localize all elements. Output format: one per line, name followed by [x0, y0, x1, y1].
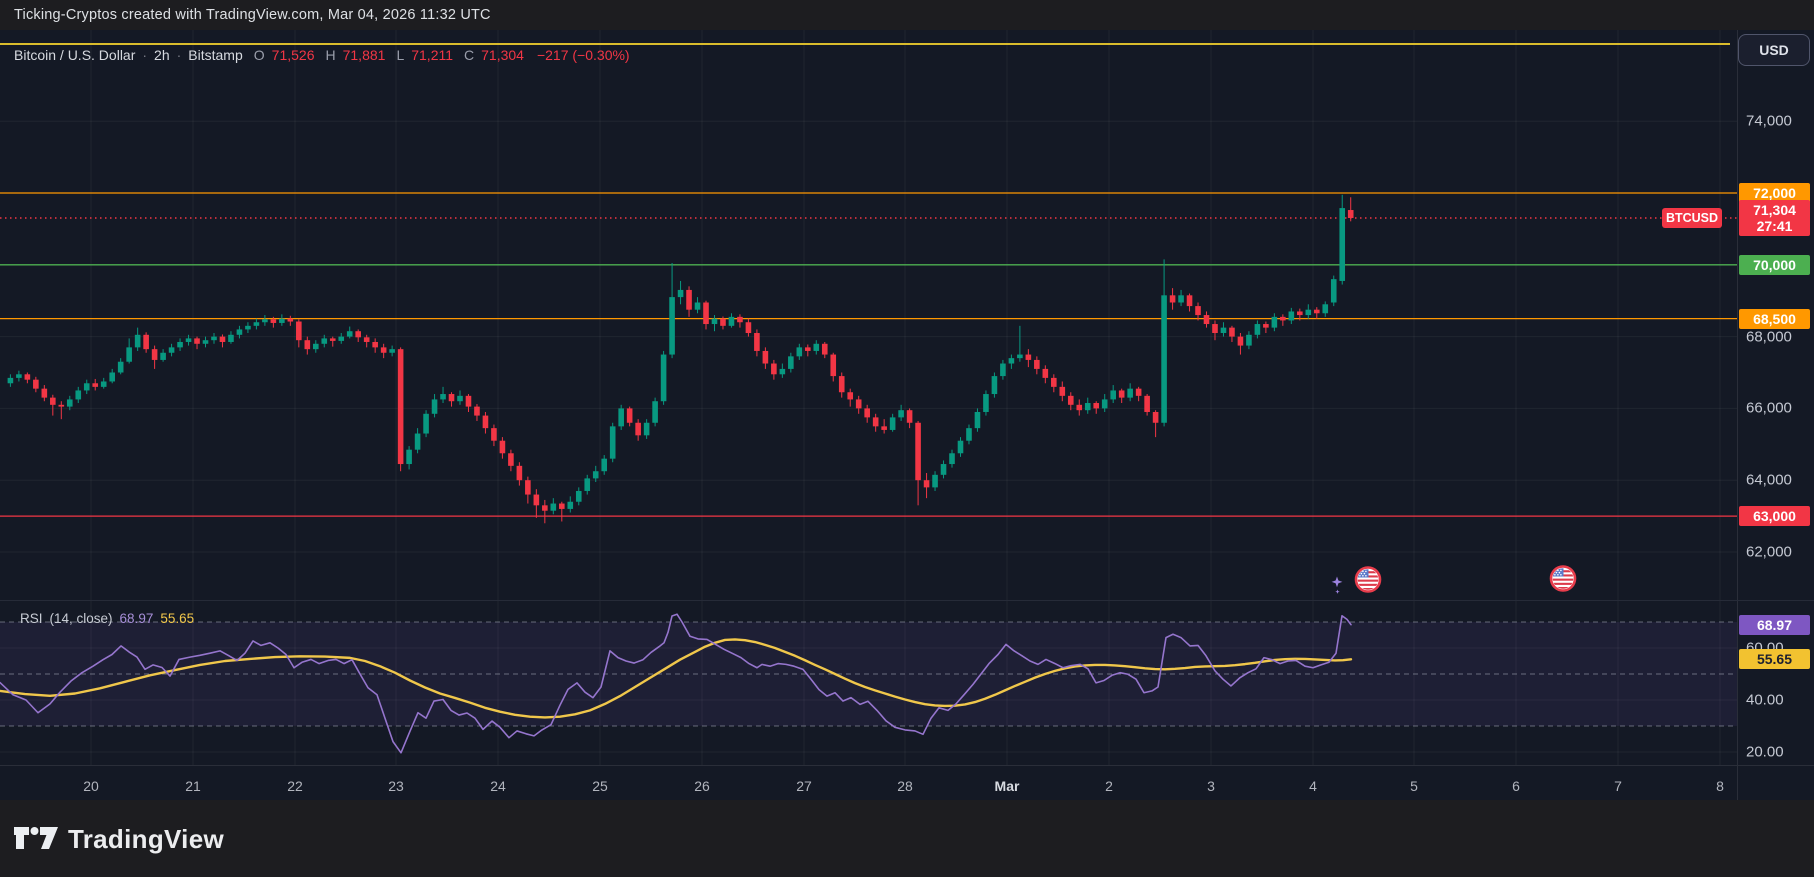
currency-usd-button[interactable]: USD [1738, 34, 1810, 66]
close-label: C [464, 47, 475, 63]
symbol-price-tag: BTCUSD [1662, 208, 1722, 228]
time-axis-label: 2 [1105, 778, 1113, 794]
exchange-label: Bitstamp [188, 47, 243, 63]
time-axis-label: 22 [287, 778, 303, 794]
change-value: −217 (−0.30%) [536, 47, 630, 63]
rsi-current-value: 68.97 [119, 610, 154, 626]
moon-sparkle-icon [1331, 571, 1351, 594]
symbol-title: Bitcoin / U.S. Dollar [14, 47, 136, 63]
footer-bar: TradingView [0, 800, 1814, 877]
symbol-legend: Bitcoin / U.S. Dollar · 2h · Bitstamp O … [14, 46, 630, 64]
open-value: 71,526 [271, 47, 315, 63]
us-flag-icon [1549, 565, 1577, 592]
attribution-text: Ticking-Cryptos created with TradingView… [14, 7, 491, 23]
rsi-axis-label: 20.00 [1746, 743, 1784, 761]
time-axis-label: 21 [185, 778, 201, 794]
economic-event-flag-marker[interactable] [1549, 565, 1577, 597]
time-axis-label: 28 [897, 778, 913, 794]
current-price-badge: 71,304 27:41 [1739, 199, 1810, 236]
us-flag-icon [1354, 566, 1382, 593]
attribution-bar: Ticking-Cryptos created with TradingView… [0, 0, 1814, 30]
low-label: L [396, 47, 405, 63]
rsi-legend: RSI (14, close) 68.97 55.65 [20, 610, 194, 626]
time-axis-label: 24 [490, 778, 506, 794]
time-axis-label: 5 [1410, 778, 1418, 794]
rsi-line [0, 613, 1352, 754]
price-level-badge: 70,000 [1739, 254, 1810, 275]
pane-separator[interactable] [0, 600, 1814, 601]
tradingview-logo-icon [14, 826, 58, 849]
rsi-value-badge: 55.65 [1739, 649, 1810, 670]
price-and-rsi-plot[interactable] [0, 30, 1814, 800]
rsi-value-badge: 68.97 [1739, 614, 1810, 635]
price-axis-label: 64,000 [1746, 471, 1792, 489]
time-axis-label: 6 [1512, 778, 1520, 794]
price-axis-label: 74,000 [1746, 112, 1792, 130]
time-axis-label: 26 [694, 778, 710, 794]
level-lines-layer [0, 192, 1737, 517]
economic-event-flag-marker[interactable] [1354, 566, 1382, 598]
legend-separator: · [176, 47, 182, 63]
rsi-band-layer [0, 621, 1737, 727]
price-level-badge: 72,000 [1739, 183, 1810, 203]
event-moon-marker[interactable] [1329, 566, 1361, 603]
price-axis-label: 68,000 [1746, 328, 1792, 346]
time-axis-label: 20 [83, 778, 99, 794]
time-axis-label: 8 [1716, 778, 1724, 794]
time-axis-label: 27 [796, 778, 812, 794]
price-level-badge: 68,500 [1739, 308, 1810, 329]
high-value: 71,881 [342, 47, 386, 63]
high-label: H [325, 47, 336, 63]
price-axis-label: 66,000 [1746, 399, 1792, 417]
candles-layer[interactable] [7, 194, 1354, 524]
time-axis-label: Mar [994, 778, 1020, 794]
price-axis-separator [1737, 30, 1738, 800]
time-axis-label: 25 [592, 778, 608, 794]
time-axis-separator [0, 765, 1814, 766]
price-level-badge: 63,000 [1739, 506, 1810, 527]
price-axis-label: 62,000 [1746, 543, 1792, 561]
close-value: 71,304 [481, 47, 524, 63]
rsi-ma-value: 55.65 [160, 610, 195, 626]
tradingview-logo-text: TradingView [68, 824, 224, 854]
rsi-ma-line [0, 638, 1353, 719]
legend-separator: · [142, 47, 148, 63]
time-axis-label: 23 [388, 778, 404, 794]
rsi-axis-label: 40.00 [1746, 691, 1784, 709]
tradingview-logo[interactable]: TradingView [14, 824, 224, 855]
rsi-title: RSI [20, 610, 43, 626]
time-axis-label: 7 [1614, 778, 1622, 794]
low-value: 71,211 [411, 47, 454, 63]
time-axis-label: 4 [1309, 778, 1317, 794]
interval-label[interactable]: 2h [154, 47, 170, 63]
chart-area[interactable]: Bitcoin / U.S. Dollar · 2h · Bitstamp O … [0, 30, 1814, 800]
time-axis-label: 3 [1207, 778, 1215, 794]
open-label: O [253, 47, 265, 63]
gridlines-layer [0, 30, 1737, 765]
rsi-params: (14, close) [49, 610, 113, 626]
